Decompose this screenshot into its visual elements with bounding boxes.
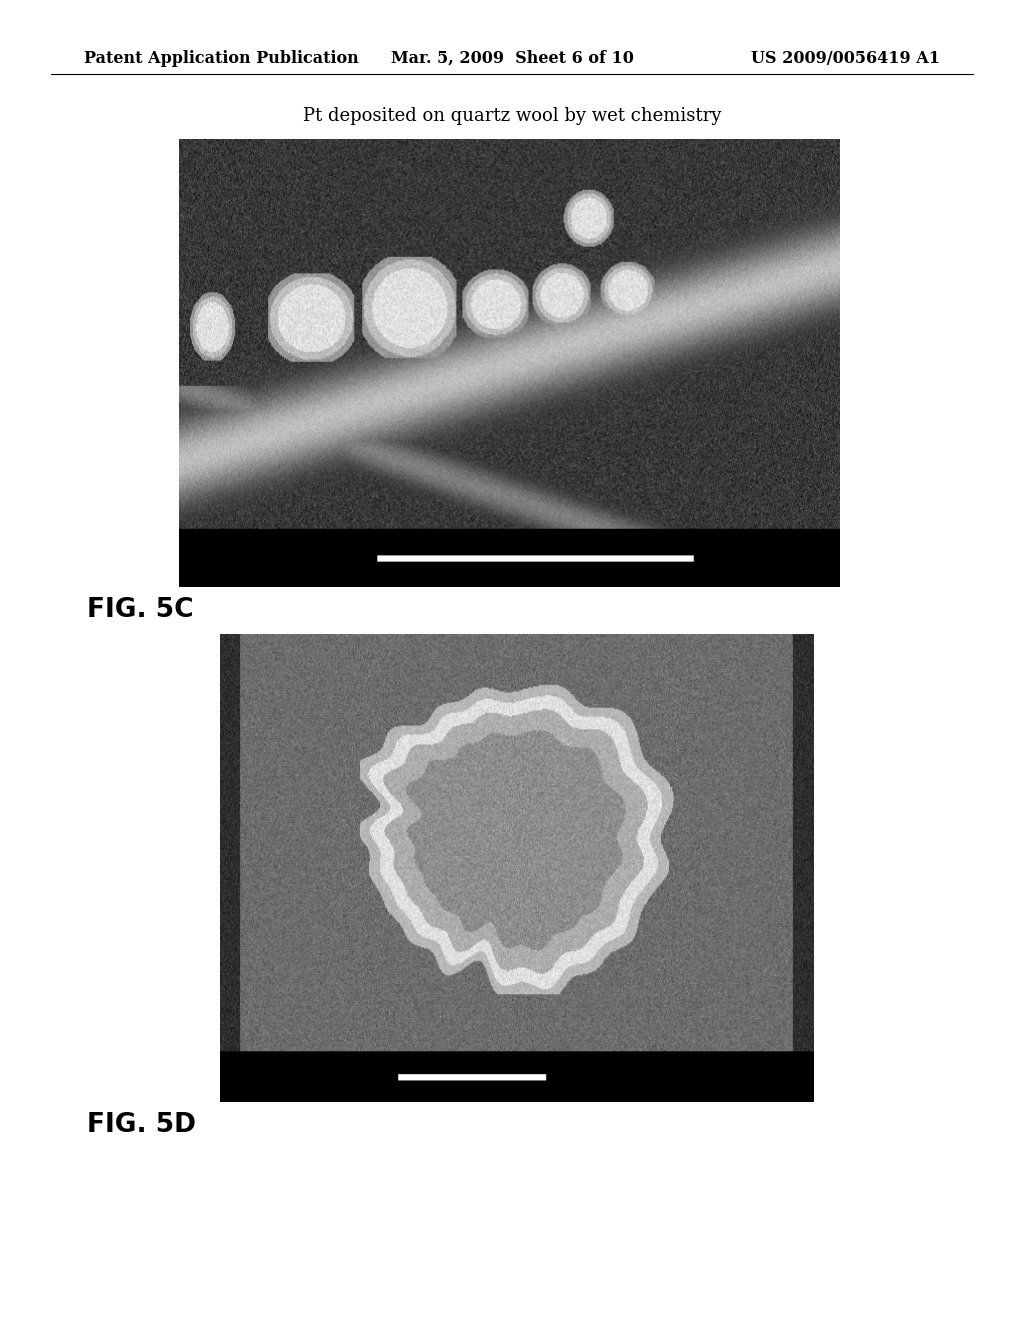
Text: Pt deposited on quartz wool by wet chemistry: Pt deposited on quartz wool by wet chemi… bbox=[303, 107, 721, 125]
Text: US 2009/0056419 A1: US 2009/0056419 A1 bbox=[751, 50, 940, 66]
Text: FIG. 5C: FIG. 5C bbox=[87, 597, 194, 623]
Text: FIG. 5D: FIG. 5D bbox=[87, 1111, 196, 1138]
Text: Patent Application Publication: Patent Application Publication bbox=[84, 50, 358, 66]
Text: Mar. 5, 2009  Sheet 6 of 10: Mar. 5, 2009 Sheet 6 of 10 bbox=[390, 50, 634, 66]
